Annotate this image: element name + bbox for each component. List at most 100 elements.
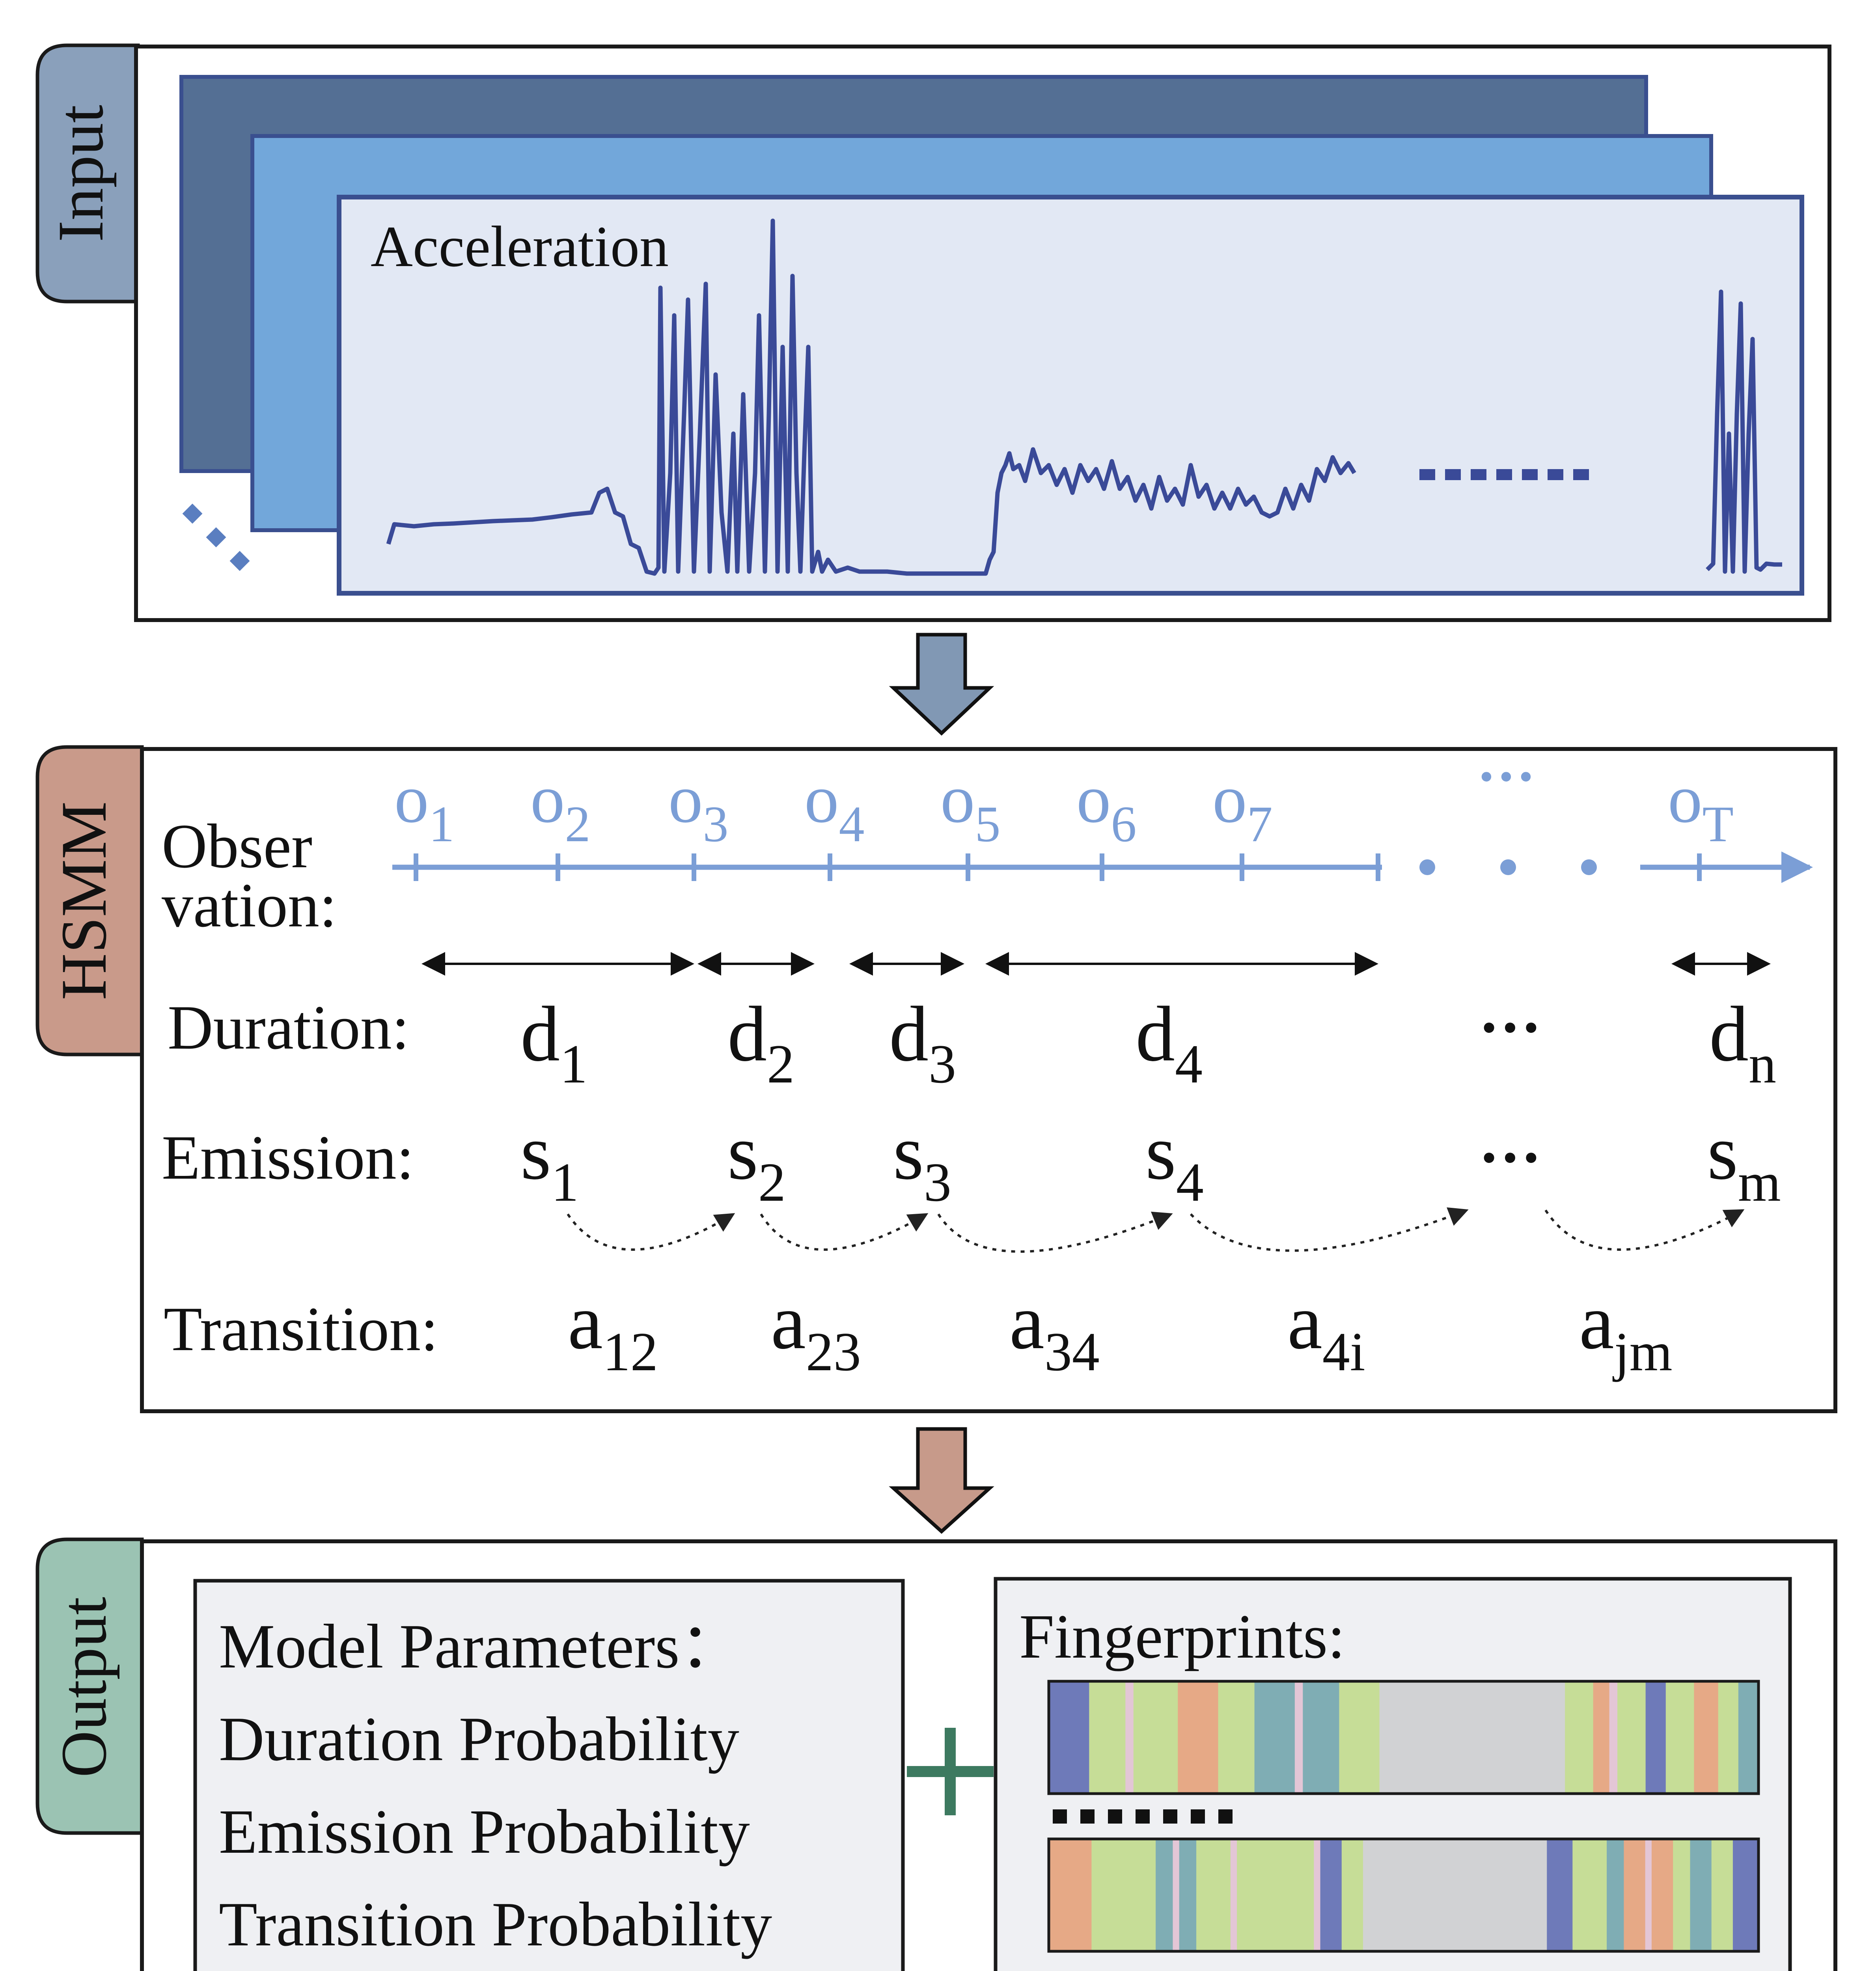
transition-4-subscript: 4i	[1322, 1321, 1365, 1382]
emission-4: s4	[1145, 1109, 1204, 1213]
observation-7-base: o	[1212, 760, 1247, 837]
observation-1-base: o	[394, 760, 429, 837]
fingerprint-segment	[1738, 1681, 1759, 1794]
fingerprint-segment	[1572, 1839, 1607, 1951]
fingerprints-title: Fingerprints:	[1019, 1601, 1345, 1671]
duration-label: Duration:	[168, 992, 409, 1062]
hsmm-tab	[35, 745, 144, 1056]
fingerprint-segment	[1314, 1839, 1321, 1951]
emission-4-base: s	[1145, 1109, 1176, 1196]
fingerprint-segment	[1179, 1839, 1197, 1951]
observation-3: o3	[668, 760, 729, 853]
fingerprint-segment	[1651, 1839, 1673, 1951]
fingerprint-segment	[1089, 1681, 1126, 1794]
observation-1-subscript: 1	[429, 796, 455, 853]
fingerprint-segment	[1624, 1839, 1646, 1951]
param-transition-probability: Transition Probability	[219, 1889, 772, 1959]
transition-labels: a12 a23 a34 a4i ajm	[568, 1278, 1673, 1382]
transition-4-base: a	[1287, 1278, 1322, 1366]
plus-icon	[907, 1728, 994, 1815]
duration-1-base: d	[520, 991, 560, 1078]
output-tab	[35, 1537, 144, 1835]
emission-3: s3	[893, 1109, 951, 1213]
hsmm-tab-label: HSMM	[48, 801, 120, 1000]
fingerprint-ellipsis	[1053, 1809, 1233, 1824]
model-parameters-title: Model Parameters：	[219, 1611, 743, 1681]
fingerprint-segment	[1593, 1681, 1610, 1794]
hsmm-box	[140, 747, 1837, 1413]
fingerprint-segment	[1379, 1681, 1565, 1794]
observation-4: o4	[804, 760, 865, 853]
acceleration-signal-segment-2	[1706, 289, 1782, 574]
fingerprint-segment	[1218, 1681, 1255, 1794]
transition-5: ajm	[1579, 1278, 1673, 1382]
signal-ellipsis	[1419, 469, 1589, 480]
transition-3-subscript: 34	[1044, 1321, 1100, 1382]
duration-ellipsis: ···	[1479, 992, 1542, 1062]
duration-2-subscript: 2	[767, 1034, 794, 1095]
duration-3-subscript: 3	[929, 1034, 956, 1095]
fingerprint-segment	[1645, 1681, 1666, 1794]
transition-5-subscript: jm	[1612, 1321, 1673, 1382]
param-duration-probability: Duration Probability	[219, 1704, 739, 1774]
flow-arrow-input-to-hsmm	[889, 633, 994, 736]
fingerprint-bar-2	[1049, 1839, 1759, 1951]
fingerprint-bar-1-border	[1047, 1680, 1760, 1795]
fingerprint-segment	[1320, 1839, 1342, 1951]
fingerprint-bar-2-border	[1047, 1837, 1760, 1953]
fingerprint-segment	[1237, 1839, 1314, 1951]
transition-2-subscript: 23	[806, 1321, 861, 1382]
transition-3: a34	[1009, 1278, 1100, 1382]
fingerprint-segment	[1617, 1681, 1646, 1794]
transition-4: a4i	[1287, 1278, 1365, 1382]
fingerprint-segment	[1694, 1681, 1719, 1794]
emission-1: s1	[520, 1109, 579, 1213]
emission-ellipsis: ···	[1479, 1122, 1542, 1192]
output-section: Output Model Parameters： Duration Probab…	[35, 1537, 1837, 1971]
emission-2: s2	[727, 1109, 786, 1213]
output-tab-label: Output	[48, 1597, 120, 1777]
fingerprint-segment	[1133, 1681, 1178, 1794]
observation-label-line2: vation:	[162, 870, 337, 940]
duration-labels: d1 d2 d3 d4 dn	[520, 991, 1776, 1095]
fingerprint-segment	[1673, 1839, 1691, 1951]
observation-2-subscript: 2	[565, 796, 591, 853]
duration-5: dn	[1709, 991, 1776, 1095]
transition-1-subscript: 12	[603, 1321, 658, 1382]
fingerprint-segment	[1303, 1681, 1339, 1794]
transition-3-base: a	[1009, 1278, 1044, 1366]
frame-front	[337, 195, 1804, 596]
fingerprint-segment	[1230, 1839, 1237, 1951]
duration-5-subscript: n	[1749, 1034, 1776, 1095]
observation-8-subscript: T	[1703, 796, 1734, 853]
duration-5-base: d	[1709, 991, 1749, 1078]
transition-label: Transition:	[164, 1294, 438, 1364]
input-section: Input Acceleration	[35, 43, 1831, 622]
hsmm-section: HSMM Obser vation: o1 o2 o3 o4 o5 o6 o7 oT ···	[35, 744, 1837, 1413]
fingerprint-segment	[1254, 1681, 1295, 1794]
transition-1: a12	[568, 1278, 658, 1382]
fingerprint-segment	[1049, 1839, 1092, 1951]
transition-2-base: a	[771, 1278, 806, 1366]
transition-5-base: a	[1579, 1278, 1614, 1366]
fingerprint-segment	[1363, 1839, 1547, 1951]
emission-1-base: s	[520, 1109, 551, 1196]
observation-6-base: o	[1076, 760, 1111, 837]
fingerprint-segment	[1173, 1839, 1180, 1951]
observation-5-base: o	[940, 760, 975, 837]
transition-arcs	[567, 1207, 1745, 1253]
input-tab-label: Input	[45, 105, 117, 242]
emission-3-subscript: 3	[924, 1152, 951, 1213]
emission-5-subscript: m	[1738, 1152, 1781, 1213]
fingerprint-segment	[1178, 1681, 1219, 1794]
model-parameters-panel	[193, 1579, 905, 1971]
emission-2-subscript: 2	[758, 1152, 786, 1213]
observation-labels: o1 o2 o3 o4 o5 o6 o7 oT	[394, 760, 1734, 853]
observation-label-line1: Obser	[162, 811, 312, 881]
fingerprint-segment	[1339, 1681, 1380, 1794]
observation-4-subscript: 4	[839, 796, 865, 853]
fingerprint-segment	[1565, 1681, 1594, 1794]
duration-1-subscript: 1	[560, 1034, 587, 1095]
fingerprint-segment	[1607, 1839, 1624, 1951]
duration-2: d2	[727, 991, 794, 1095]
